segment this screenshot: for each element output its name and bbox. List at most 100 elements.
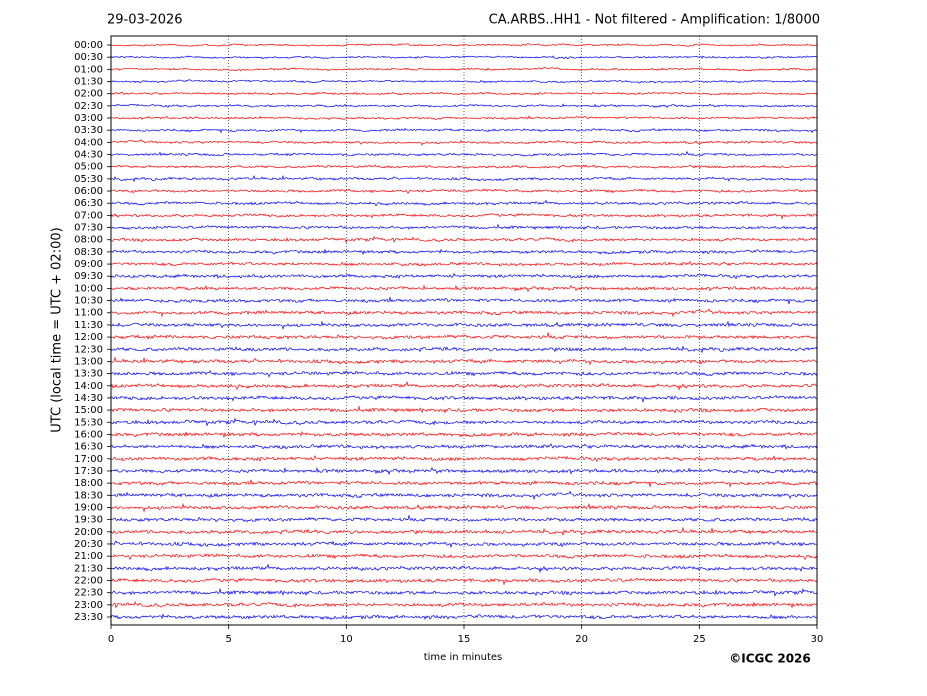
trace bbox=[110, 405, 818, 414]
plot-frame bbox=[110, 35, 818, 626]
y-tick-label: 21:00 bbox=[74, 551, 103, 562]
trace bbox=[110, 370, 818, 378]
y-tick-label: 14:00 bbox=[74, 381, 103, 392]
y-tick-label: 20:30 bbox=[74, 539, 103, 550]
trace bbox=[110, 479, 818, 488]
y-tick-label: 16:30 bbox=[74, 442, 103, 453]
y-tick-label: 11:30 bbox=[74, 320, 103, 331]
trace bbox=[111, 356, 818, 366]
y-tick-label: 23:30 bbox=[74, 612, 103, 623]
x-tick-label: 5 bbox=[225, 634, 231, 645]
trace bbox=[110, 296, 818, 305]
y-tick-label: 19:00 bbox=[74, 502, 103, 513]
trace bbox=[110, 55, 818, 60]
x-tick-label: 0 bbox=[108, 634, 114, 645]
x-tick-label: 30 bbox=[811, 634, 824, 645]
y-tick-label: 06:00 bbox=[74, 186, 103, 197]
y-tick-label: 04:00 bbox=[74, 137, 103, 148]
trace bbox=[110, 164, 818, 169]
y-tick-label: 12:00 bbox=[74, 332, 103, 343]
trace bbox=[110, 223, 818, 231]
trace bbox=[110, 91, 818, 96]
trace bbox=[110, 199, 818, 207]
trace bbox=[110, 79, 818, 84]
y-tick-label: 12:30 bbox=[74, 344, 103, 355]
trace bbox=[110, 43, 818, 47]
trace bbox=[110, 188, 818, 194]
trace bbox=[110, 443, 818, 450]
trace bbox=[110, 261, 818, 267]
trace bbox=[110, 175, 818, 183]
y-tick-label: 15:30 bbox=[74, 417, 103, 428]
trace bbox=[110, 150, 818, 157]
y-tick-label: 03:30 bbox=[74, 125, 103, 136]
trace bbox=[110, 490, 818, 501]
y-tick-label: 00:00 bbox=[74, 40, 103, 51]
trace bbox=[110, 587, 818, 597]
y-tick-label: 08:00 bbox=[74, 235, 103, 246]
y-tick-label: 21:30 bbox=[74, 563, 103, 574]
trace bbox=[110, 345, 818, 353]
y-tick-label: 13:00 bbox=[74, 356, 103, 367]
y-tick-label: 13:30 bbox=[74, 369, 103, 380]
y-tick-label: 04:30 bbox=[74, 150, 103, 161]
y-tick-label: 01:30 bbox=[74, 77, 103, 88]
y-tick-label: 19:30 bbox=[74, 515, 103, 526]
y-tick-label: 03:00 bbox=[74, 113, 103, 124]
x-tick-label: 20 bbox=[575, 634, 588, 645]
copyright: ©ICGC 2026 bbox=[729, 652, 811, 666]
y-tick-label: 14:30 bbox=[74, 393, 103, 404]
y-axis-label: UTC (local time = UTC + 02:00) bbox=[50, 227, 65, 432]
trace bbox=[110, 526, 818, 536]
x-tick-label: 15 bbox=[458, 634, 471, 645]
y-tick-label: 02:30 bbox=[74, 101, 103, 112]
y-tick-label: 16:00 bbox=[74, 429, 103, 440]
trace bbox=[110, 67, 818, 72]
x-tick-label: 10 bbox=[340, 634, 353, 645]
y-tick-label: 18:00 bbox=[74, 478, 103, 489]
y-tick-label: 23:00 bbox=[74, 600, 103, 611]
trace bbox=[110, 466, 818, 476]
y-tick-label: 07:00 bbox=[74, 210, 103, 221]
y-tick-label: 08:30 bbox=[74, 247, 103, 258]
x-axis-label: time in minutes bbox=[424, 652, 503, 663]
trace bbox=[110, 430, 818, 439]
y-tick-label: 22:30 bbox=[74, 588, 103, 599]
trace bbox=[110, 213, 818, 220]
y-tick-label: 09:30 bbox=[74, 271, 103, 282]
x-tick-label: 25 bbox=[693, 634, 706, 645]
trace bbox=[110, 613, 818, 620]
y-tick-label: 10:00 bbox=[74, 283, 103, 294]
chart-title: CA.ARBS..HH1 - Not filtered - Amplificat… bbox=[489, 13, 820, 28]
trace bbox=[110, 380, 818, 391]
trace bbox=[110, 502, 818, 513]
trace bbox=[110, 284, 818, 293]
y-tick-label: 01:00 bbox=[74, 64, 103, 75]
y-tick-label: 15:00 bbox=[74, 405, 103, 416]
trace bbox=[110, 454, 818, 463]
y-tick-label: 18:30 bbox=[74, 490, 103, 501]
trace bbox=[110, 553, 818, 561]
trace bbox=[110, 395, 818, 404]
trace bbox=[110, 600, 818, 609]
y-tick-label: 00:30 bbox=[74, 52, 103, 63]
y-tick-label: 05:30 bbox=[74, 174, 103, 185]
trace bbox=[110, 514, 818, 523]
y-tick-label: 05:00 bbox=[74, 162, 103, 173]
trace bbox=[110, 308, 818, 318]
trace bbox=[111, 103, 818, 109]
y-tick-label: 17:30 bbox=[74, 466, 103, 477]
date: 29-03-2026 bbox=[107, 13, 183, 28]
trace bbox=[110, 577, 818, 586]
trace bbox=[110, 540, 818, 549]
y-tick-label: 22:00 bbox=[74, 575, 103, 586]
trace bbox=[110, 563, 818, 574]
y-tick-label: 20:00 bbox=[74, 527, 103, 538]
trace bbox=[110, 235, 818, 244]
trace bbox=[110, 320, 818, 330]
trace bbox=[110, 272, 818, 280]
trace bbox=[110, 417, 818, 427]
trace bbox=[110, 331, 818, 340]
y-tick-label: 07:30 bbox=[74, 223, 103, 234]
